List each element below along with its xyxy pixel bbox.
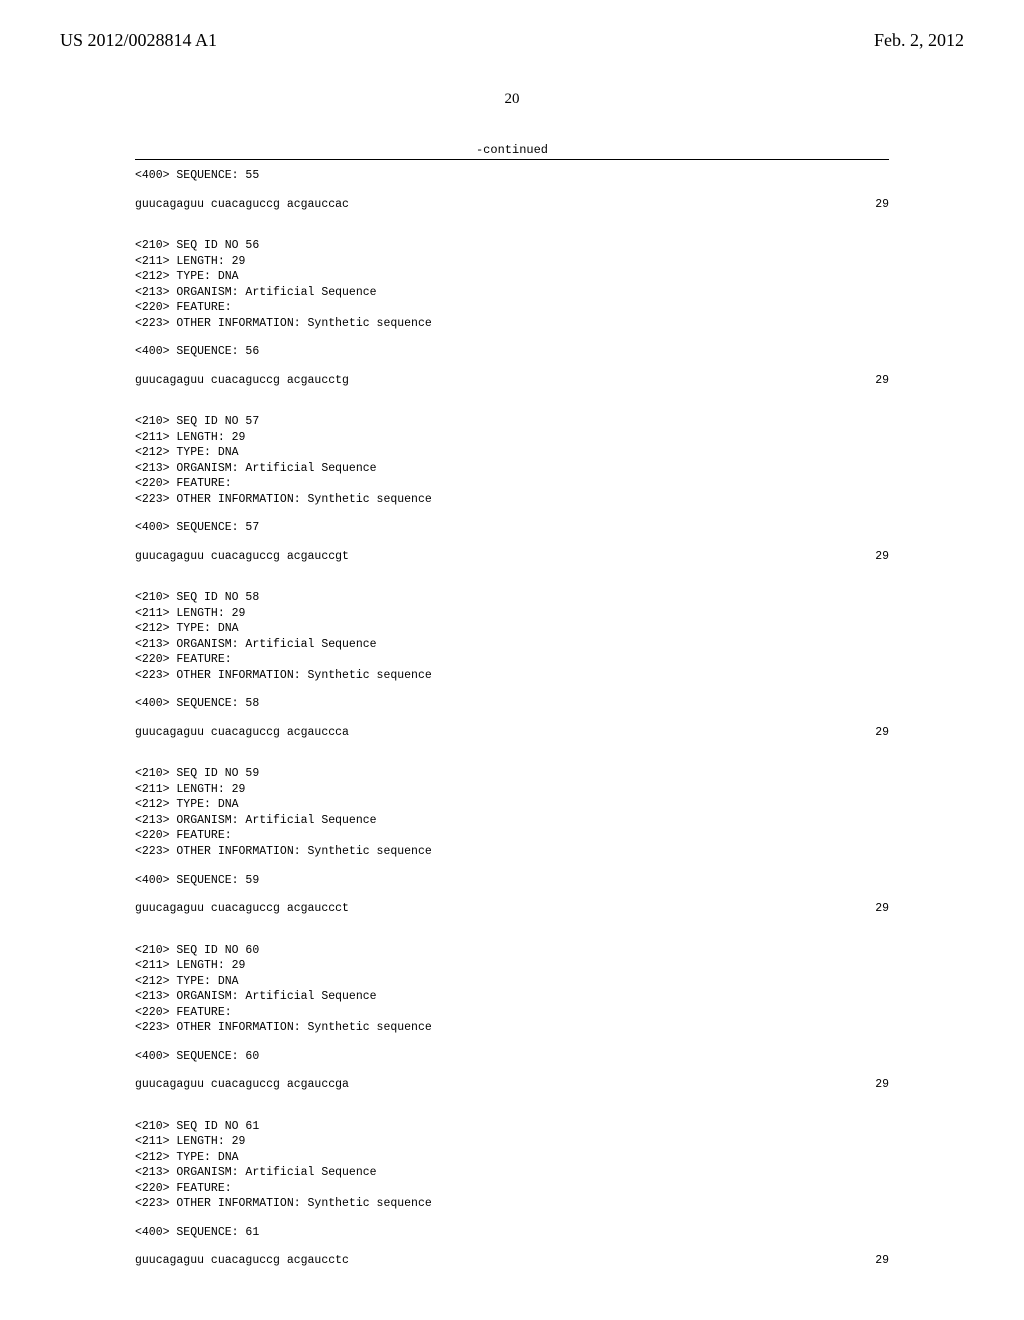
seq-length-line: <211> LENGTH: 29: [135, 1134, 889, 1150]
seq-length: 29: [875, 725, 889, 741]
seq-400-line: <400> SEQUENCE: 61: [135, 1225, 889, 1241]
seq-type-line: <212> TYPE: DNA: [135, 445, 889, 461]
seq-type-line: <212> TYPE: DNA: [135, 269, 889, 285]
sequence-block: <210> SEQ ID NO 56 <211> LENGTH: 29 <212…: [135, 230, 889, 388]
seq-length: 29: [875, 1077, 889, 1093]
seq-organism-line: <213> ORGANISM: Artificial Sequence: [135, 637, 889, 653]
seq-data: guucagaguu cuacaguccg acgauccga: [135, 1077, 349, 1093]
seq-other-info-line: <223> OTHER INFORMATION: Synthetic seque…: [135, 1196, 889, 1212]
seq-other-info-line: <223> OTHER INFORMATION: Synthetic seque…: [135, 492, 889, 508]
sequence-block: <400> SEQUENCE: 55 guucagaguu cuacaguccg…: [135, 168, 889, 212]
seq-length: 29: [875, 197, 889, 213]
seq-other-info-line: <223> OTHER INFORMATION: Synthetic seque…: [135, 316, 889, 332]
seq-type-line: <212> TYPE: DNA: [135, 974, 889, 990]
seq-id-line: <210> SEQ ID NO 56: [135, 238, 889, 254]
page-header: US 2012/0028814 A1 Feb. 2, 2012: [0, 0, 1024, 61]
seq-feature-line: <220> FEATURE:: [135, 300, 889, 316]
seq-400-line: <400> SEQUENCE: 56: [135, 344, 889, 360]
seq-data-row: guucagaguu cuacaguccg acgaucctg 29: [135, 373, 889, 389]
seq-id-line: <210> SEQ ID NO 58: [135, 590, 889, 606]
seq-data-row: guucagaguu cuacaguccg acgauccct 29: [135, 901, 889, 917]
patent-number: US 2012/0028814 A1: [60, 30, 217, 51]
seq-feature-line: <220> FEATURE:: [135, 476, 889, 492]
publication-date: Feb. 2, 2012: [874, 30, 964, 51]
seq-data: guucagaguu cuacaguccg acgauccct: [135, 901, 349, 917]
seq-length-line: <211> LENGTH: 29: [135, 430, 889, 446]
seq-feature-line: <220> FEATURE:: [135, 652, 889, 668]
sequence-listing: <400> SEQUENCE: 55 guucagaguu cuacaguccg…: [0, 160, 1024, 1307]
seq-400-line: <400> SEQUENCE: 57: [135, 520, 889, 536]
seq-organism-line: <213> ORGANISM: Artificial Sequence: [135, 989, 889, 1005]
seq-data: guucagaguu cuacaguccg acgaucctg: [135, 373, 349, 389]
seq-length: 29: [875, 901, 889, 917]
seq-length-line: <211> LENGTH: 29: [135, 782, 889, 798]
seq-length: 29: [875, 373, 889, 389]
page-number: 20: [0, 91, 1024, 108]
seq-organism-line: <213> ORGANISM: Artificial Sequence: [135, 813, 889, 829]
seq-data: guucagaguu cuacaguccg acgauccac: [135, 197, 349, 213]
seq-data: guucagaguu cuacaguccg acgaucctc: [135, 1253, 349, 1269]
seq-id-line: <210> SEQ ID NO 61: [135, 1119, 889, 1135]
seq-type-line: <212> TYPE: DNA: [135, 621, 889, 637]
seq-400-line: <400> SEQUENCE: 60: [135, 1049, 889, 1065]
seq-length: 29: [875, 1253, 889, 1269]
seq-other-info-line: <223> OTHER INFORMATION: Synthetic seque…: [135, 1020, 889, 1036]
sequence-block: <210> SEQ ID NO 58 <211> LENGTH: 29 <212…: [135, 582, 889, 740]
seq-data-row: guucagaguu cuacaguccg acgauccca 29: [135, 725, 889, 741]
seq-id-line: <210> SEQ ID NO 57: [135, 414, 889, 430]
seq-feature-line: <220> FEATURE:: [135, 1005, 889, 1021]
seq-feature-line: <220> FEATURE:: [135, 1181, 889, 1197]
continued-label: -continued: [0, 143, 1024, 157]
seq-feature-line: <220> FEATURE:: [135, 828, 889, 844]
seq-data-row: guucagaguu cuacaguccg acgauccac 29: [135, 197, 889, 213]
seq-data: guucagaguu cuacaguccg acgauccgt: [135, 549, 349, 565]
seq-length-line: <211> LENGTH: 29: [135, 958, 889, 974]
sequence-block: <210> SEQ ID NO 57 <211> LENGTH: 29 <212…: [135, 406, 889, 564]
seq-data-row: guucagaguu cuacaguccg acgauccgt 29: [135, 549, 889, 565]
seq-data: guucagaguu cuacaguccg acgauccca: [135, 725, 349, 741]
sequence-block: <210> SEQ ID NO 59 <211> LENGTH: 29 <212…: [135, 758, 889, 916]
seq-length-line: <211> LENGTH: 29: [135, 606, 889, 622]
seq-400-line: <400> SEQUENCE: 55: [135, 168, 889, 184]
seq-type-line: <212> TYPE: DNA: [135, 1150, 889, 1166]
seq-id-line: <210> SEQ ID NO 60: [135, 943, 889, 959]
seq-other-info-line: <223> OTHER INFORMATION: Synthetic seque…: [135, 668, 889, 684]
seq-organism-line: <213> ORGANISM: Artificial Sequence: [135, 285, 889, 301]
seq-length-line: <211> LENGTH: 29: [135, 254, 889, 270]
seq-data-row: guucagaguu cuacaguccg acgauccga 29: [135, 1077, 889, 1093]
sequence-block: <210> SEQ ID NO 60 <211> LENGTH: 29 <212…: [135, 935, 889, 1093]
seq-organism-line: <213> ORGANISM: Artificial Sequence: [135, 1165, 889, 1181]
seq-organism-line: <213> ORGANISM: Artificial Sequence: [135, 461, 889, 477]
seq-400-line: <400> SEQUENCE: 58: [135, 696, 889, 712]
seq-400-line: <400> SEQUENCE: 59: [135, 873, 889, 889]
seq-length: 29: [875, 549, 889, 565]
sequence-block: <210> SEQ ID NO 61 <211> LENGTH: 29 <212…: [135, 1111, 889, 1269]
seq-other-info-line: <223> OTHER INFORMATION: Synthetic seque…: [135, 844, 889, 860]
seq-type-line: <212> TYPE: DNA: [135, 797, 889, 813]
seq-data-row: guucagaguu cuacaguccg acgaucctc 29: [135, 1253, 889, 1269]
seq-id-line: <210> SEQ ID NO 59: [135, 766, 889, 782]
